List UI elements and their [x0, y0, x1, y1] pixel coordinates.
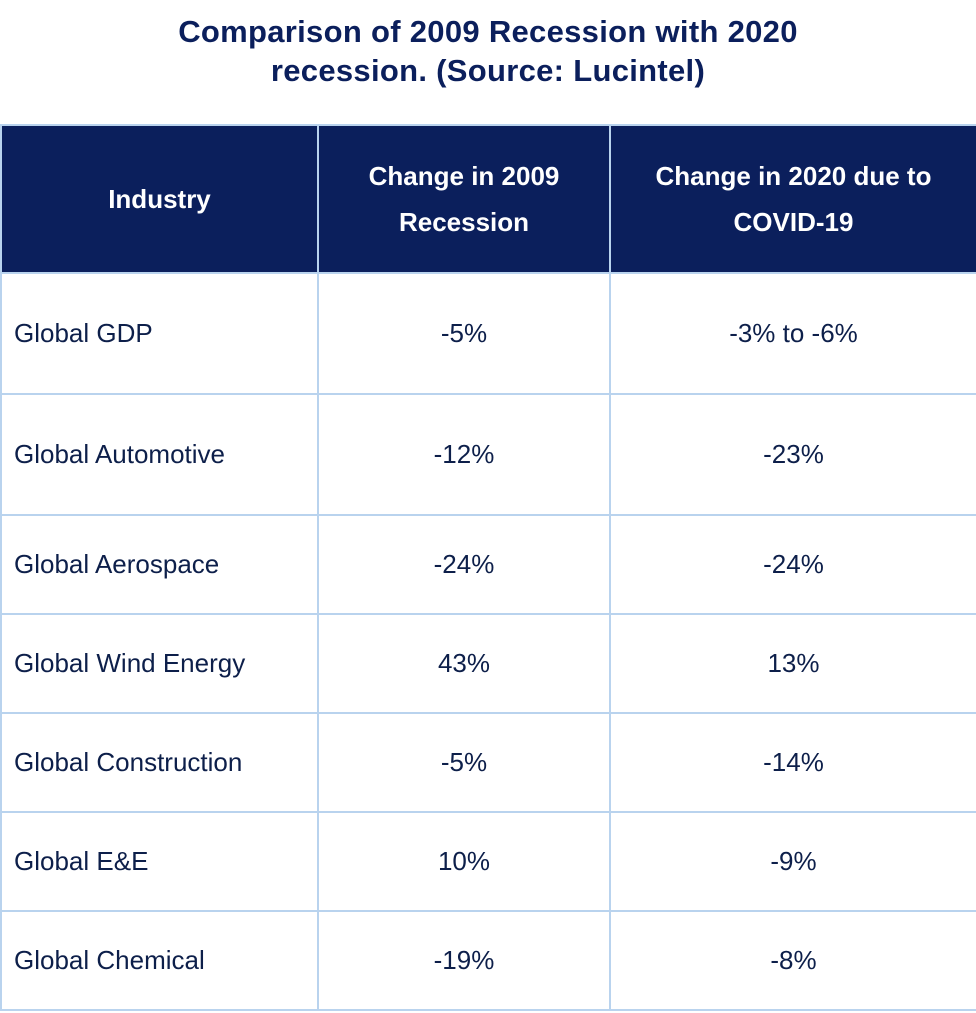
header-change-2009: Change in 2009 Recession	[317, 124, 611, 274]
page-title-line-1: Comparison of 2009 Recession with 2020	[178, 14, 798, 49]
change-2009-cell: 10%	[317, 811, 611, 912]
industry-cell: Global GDP	[0, 272, 319, 395]
page-title-line-2: recession. (Source: Lucintel)	[270, 53, 706, 88]
industry-cell: Global Chemical	[0, 910, 319, 1011]
table-row: Global GDP -5% -3% to -6%	[0, 272, 976, 395]
comparison-table: Industry Change in 2009 Recession Change…	[0, 124, 976, 1011]
change-2020-cell: -3% to -6%	[609, 272, 976, 395]
change-2020-cell: 13%	[609, 613, 976, 714]
industry-cell: Global Construction	[0, 712, 319, 813]
change-2020-cell: -23%	[609, 393, 976, 516]
change-2020-cell: -8%	[609, 910, 976, 1011]
industry-cell: Global Wind Energy	[0, 613, 319, 714]
change-2009-cell: -5%	[317, 712, 611, 813]
header-change-2020: Change in 2020 due to COVID-19	[609, 124, 976, 274]
change-2020-cell: -14%	[609, 712, 976, 813]
change-2009-cell: 43%	[317, 613, 611, 714]
change-2020-cell: -24%	[609, 514, 976, 615]
table-row: Global Wind Energy 43% 13%	[0, 613, 976, 714]
change-2009-cell: -12%	[317, 393, 611, 516]
industry-cell: Global E&E	[0, 811, 319, 912]
table-row: Global Chemical -19% -8%	[0, 910, 976, 1011]
header-industry: Industry	[0, 124, 319, 274]
industry-cell: Global Automotive	[0, 393, 319, 516]
change-2009-cell: -24%	[317, 514, 611, 615]
table-header: Industry Change in 2009 Recession Change…	[0, 124, 976, 274]
table-row: Global E&E 10% -9%	[0, 811, 976, 912]
header-row: Industry Change in 2009 Recession Change…	[0, 124, 976, 274]
table-body: Global GDP -5% -3% to -6% Global Automot…	[0, 272, 976, 1011]
table-row: Global Automotive -12% -23%	[0, 393, 976, 516]
table-row: Global Construction -5% -14%	[0, 712, 976, 813]
change-2009-cell: -19%	[317, 910, 611, 1011]
page-title: Comparison of 2009 Recession with 2020 r…	[0, 12, 976, 90]
industry-cell: Global Aerospace	[0, 514, 319, 615]
change-2020-cell: -9%	[609, 811, 976, 912]
change-2009-cell: -5%	[317, 272, 611, 395]
table-row: Global Aerospace -24% -24%	[0, 514, 976, 615]
